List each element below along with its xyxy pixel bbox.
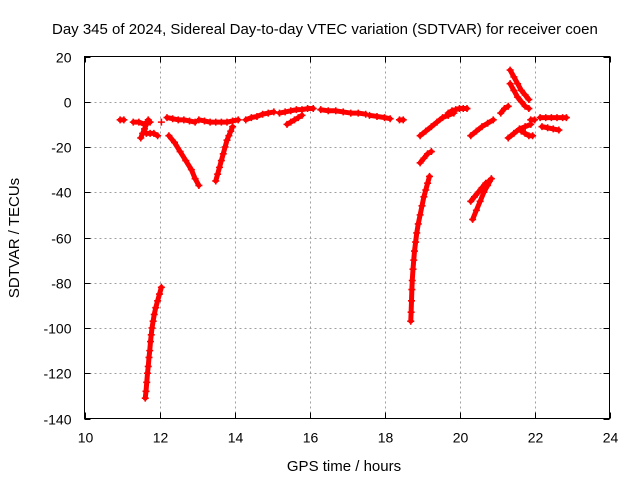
- x-tick-label: 22: [528, 430, 544, 446]
- series-trace: [505, 121, 534, 141]
- series-trace: [130, 119, 153, 127]
- series-arc-30: [536, 114, 570, 122]
- series-trace: [143, 130, 161, 139]
- series-arc-16: [396, 116, 407, 124]
- chart-title: Day 345 of 2024, Sidereal Day-to-day VTE…: [52, 21, 598, 38]
- y-tick-label: -120: [43, 366, 71, 382]
- series-arc-11: [242, 108, 278, 124]
- series-arc-13: [283, 111, 306, 128]
- series-trace: [284, 112, 305, 127]
- series-arc-25: [506, 66, 533, 103]
- series-arc-12: [276, 105, 317, 117]
- y-tick-label: -60: [51, 231, 71, 247]
- series-trace: [243, 109, 277, 123]
- series-trace: [507, 81, 532, 112]
- data-point: [157, 118, 165, 126]
- series-trace: [468, 117, 496, 139]
- y-tick-label: -40: [51, 185, 71, 201]
- series-trace: [196, 117, 241, 125]
- series-arc-28: [517, 127, 537, 140]
- axis-ticks: 10 12 14 16 18 20 22 24 -140 -120 -100 -80 -60 -40 -20…: [43, 50, 618, 446]
- series-arc-7: [163, 114, 199, 126]
- series-arc-10: [212, 123, 237, 185]
- x-tick-label: 12: [153, 430, 169, 446]
- y-axis-title: SDTVAR / TECUs: [6, 178, 23, 298]
- series-arc-5: [141, 283, 165, 402]
- series-trace: [367, 112, 393, 122]
- series-arc-1: [116, 116, 128, 124]
- series-arc-17: [407, 172, 433, 325]
- series-trace: [518, 128, 536, 139]
- series-arc-29: [527, 116, 538, 124]
- series-trace: [539, 124, 562, 133]
- y-tick-label: -20: [51, 140, 71, 156]
- y-tick-label: -100: [43, 321, 71, 337]
- series-arc-14: [317, 106, 370, 118]
- series-arc-23: [467, 116, 497, 140]
- series-trace: [164, 115, 198, 125]
- y-tick-label: -140: [43, 412, 71, 428]
- series-trace: [498, 103, 511, 116]
- x-tick-label: 10: [78, 430, 94, 446]
- y-tick-label: 0: [64, 95, 72, 111]
- x-tick-label: 24: [603, 430, 619, 446]
- data-points: [116, 66, 570, 402]
- series-trace: [417, 149, 434, 166]
- series-trace: [445, 106, 470, 116]
- series-arc-8: [165, 132, 203, 189]
- y-tick-label: -80: [51, 276, 71, 292]
- series-arc-26: [506, 80, 533, 113]
- series-arc-27: [504, 120, 535, 142]
- series-trace: [142, 284, 164, 401]
- series-arc-4: [142, 129, 162, 140]
- series-arc-9: [195, 116, 242, 126]
- y-tick-label: 20: [56, 50, 72, 66]
- x-tick-label: 18: [378, 430, 394, 446]
- series-arc-18: [416, 148, 435, 167]
- series-trace: [213, 124, 236, 184]
- series-trace: [507, 67, 532, 102]
- series-arc-20: [444, 105, 471, 117]
- x-tick-label: 16: [303, 430, 319, 446]
- series-arc-22: [467, 177, 493, 205]
- x-tick-label: 14: [228, 430, 244, 446]
- series-arc-3: [129, 118, 154, 128]
- series-arc-24: [497, 102, 512, 117]
- series-arc-31: [538, 123, 563, 134]
- series-trace: [408, 173, 432, 324]
- series-trace: [468, 178, 492, 204]
- series-trace: [277, 106, 316, 116]
- series-arc-6: [157, 118, 165, 126]
- series-trace: [318, 107, 369, 117]
- plot-frame: [84, 56, 610, 419]
- series-arc-15: [366, 111, 394, 123]
- x-axis-title: GPS time / hours: [287, 458, 401, 475]
- x-tick-label: 20: [453, 430, 469, 446]
- series-trace: [166, 133, 202, 188]
